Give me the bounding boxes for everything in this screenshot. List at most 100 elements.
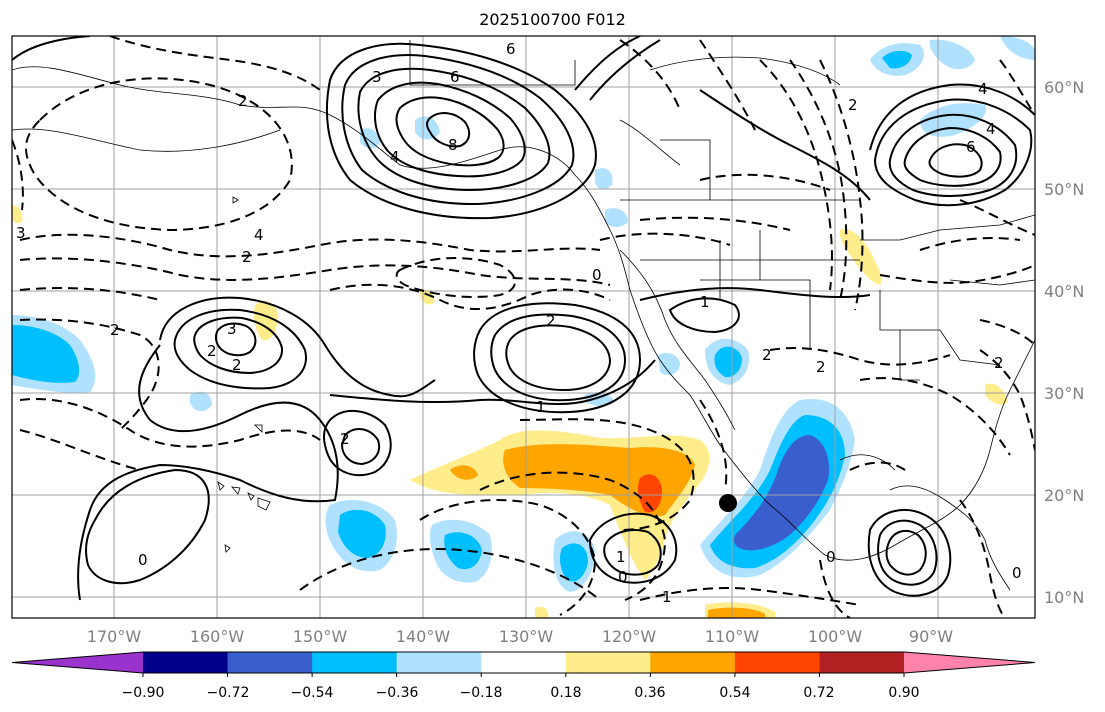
map-title: 2025100700 F012: [479, 10, 626, 29]
negative-anomaly-area: [1000, 36, 1035, 60]
colorbar-tick-label: −0.54: [291, 685, 334, 701]
colorbar-segment: [819, 652, 905, 673]
colorbar-segment: [143, 652, 229, 673]
contour-label: 1: [700, 293, 710, 311]
negative-anomaly-mid: [714, 346, 742, 378]
dashed-contours: [12, 36, 1035, 618]
contour-label: 0: [618, 568, 628, 586]
contour-label: 8: [448, 136, 458, 154]
negative-anomaly-area: [605, 208, 628, 228]
negative-anomaly-mid: [12, 325, 80, 383]
positive-anomaly-area: [535, 606, 549, 618]
contour-label: 0: [592, 266, 602, 284]
latitude-label: 50°N: [1044, 180, 1084, 199]
contour-label: 2: [546, 312, 556, 330]
contour-label: 3: [227, 320, 237, 338]
negative-anomaly-area: [360, 128, 380, 148]
negative-anomaly-area: [920, 103, 986, 137]
negative-anomaly-area: [929, 39, 975, 70]
hawaiian-islands: [217, 196, 271, 553]
contour-label: 2: [994, 354, 1004, 372]
contour-label: 2: [762, 346, 772, 364]
contour-label: 0: [826, 548, 836, 566]
positive-anomaly-area: [708, 607, 765, 618]
positive-anomaly-area: [985, 383, 1008, 405]
colorbar-tick-label: −0.90: [122, 685, 165, 701]
negative-anomaly-mid: [338, 509, 386, 558]
longitude-label: 120°W: [602, 627, 657, 646]
colorbar-segment: [734, 652, 820, 673]
longitude-label: 130°W: [499, 627, 554, 646]
contour-label: 1: [662, 588, 672, 606]
negative-anomaly-area: [658, 353, 680, 376]
shaded-anomalies: [12, 36, 1035, 618]
contour-label: 2: [848, 96, 858, 114]
contour-label: 6: [506, 40, 516, 58]
graticule: [12, 36, 1035, 618]
colorbar-tick-label: 0.18: [550, 685, 581, 701]
colorbar-segment: [650, 652, 736, 673]
contour-label: 2: [242, 248, 252, 266]
colorbar-tick-label: −0.36: [376, 685, 419, 701]
colorbar-tick-label: 0.90: [888, 685, 919, 701]
contour-label: 3: [16, 224, 26, 242]
latitude-label: 30°N: [1044, 384, 1084, 403]
solid-contours: [12, 36, 1035, 601]
colorbar-segment: [227, 652, 313, 673]
location-marker: [719, 494, 737, 512]
positive-anomaly-small: [450, 465, 478, 480]
longitude-label: 150°W: [293, 627, 348, 646]
contour-label: 6: [966, 138, 976, 156]
colorbar-extend-high: [904, 652, 1035, 673]
contour-label: 1: [616, 548, 626, 566]
latitude-label: 60°N: [1044, 78, 1084, 97]
colorbar-tick-label: 0.36: [634, 685, 665, 701]
colorbar-tick-label: −0.72: [207, 685, 250, 701]
latitude-label: 40°N: [1044, 282, 1084, 301]
negative-anomaly-core: [733, 435, 830, 551]
negative-anomaly-mid: [882, 50, 912, 69]
contour-labels: 3 6 8 4 6 2 3 4 2 2 3 2 2 1 2 0 1 2 1 2 …: [16, 40, 1022, 606]
contour-label: 2: [816, 358, 826, 376]
colorbar-extend-low: [12, 652, 143, 673]
negative-anomaly-area: [595, 168, 613, 190]
contour-label: 0: [138, 551, 148, 569]
contour-label: 0: [1012, 564, 1022, 582]
contour-label: 3: [372, 68, 382, 86]
contour-label: 4: [986, 120, 996, 138]
contour-label: 4: [254, 226, 264, 244]
contour-label: 2: [238, 92, 248, 110]
positive-anomaly-area: [12, 205, 23, 224]
map-frame: [11, 35, 1036, 619]
latitude-label: 10°N: [1044, 588, 1084, 607]
latitude-labels: 60°N 50°N 40°N 30°N 20°N 10°N: [1044, 78, 1084, 607]
colorbar-segment: [565, 652, 651, 673]
negative-anomaly-mid: [559, 543, 588, 582]
contour-label: 2: [110, 321, 120, 339]
contour-label: 2: [207, 342, 217, 360]
contour-label: 4: [978, 80, 988, 98]
colorbar-tick-label: 0.72: [803, 685, 834, 701]
longitude-label: 140°W: [396, 627, 451, 646]
longitude-label: 160°W: [190, 627, 245, 646]
colorbar-tick-label: −0.18: [460, 685, 503, 701]
colorbar-segment: [481, 652, 567, 673]
strong-positive-core: [637, 474, 662, 513]
contour-label: 4: [390, 148, 400, 166]
longitude-label: 100°W: [808, 627, 863, 646]
negative-anomaly-area: [190, 391, 212, 412]
longitude-label: 170°W: [87, 627, 142, 646]
colorbar-ticks: −0.90 −0.72 −0.54 −0.36 −0.18 0.18 0.36 …: [122, 685, 920, 701]
contour-label: 2: [340, 430, 350, 448]
longitude-labels: 170°W 160°W 150°W 140°W 130°W 120°W 110°…: [87, 627, 953, 646]
coastlines: [12, 40, 1035, 591]
longitude-label: 110°W: [705, 627, 760, 646]
contour-label: 2: [232, 356, 242, 374]
colorbar-tick-label: 0.54: [719, 685, 750, 701]
colorbar-segment: [396, 652, 482, 673]
colorbar-segment: [312, 652, 398, 673]
positive-anomaly-area: [839, 229, 882, 285]
contour-label: 6: [450, 68, 460, 86]
longitude-label: 90°W: [909, 627, 953, 646]
